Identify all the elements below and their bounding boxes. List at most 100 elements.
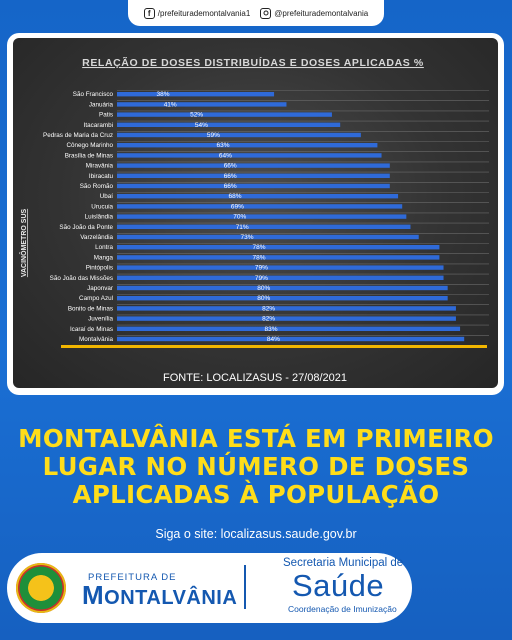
category-label: Ibiracatu: [89, 173, 114, 180]
saude-title: Saúde: [292, 568, 385, 603]
data-label: 80%: [257, 295, 270, 302]
category-label: São Romão: [80, 183, 114, 190]
data-label: 79%: [255, 265, 268, 272]
facebook-icon: f: [143, 7, 155, 19]
prefeitura-name-rest: ONTALVÂNIA: [104, 587, 238, 609]
bar: [117, 316, 456, 321]
data-label: 80%: [257, 285, 270, 292]
data-label: 66%: [224, 183, 237, 190]
chart-panel: RELAÇÃO DE DOSES DISTRIBUÍDAS E DOSES AP…: [13, 38, 498, 388]
category-label: Brasília de Minas: [65, 152, 113, 159]
headline-line-3: APLICADAS À POPULAÇÃO: [72, 480, 440, 509]
category-label: Icaraí de Minas: [70, 326, 113, 333]
site-link[interactable]: Siga o site: localizasus.saude.gov.br: [155, 527, 357, 541]
bar: [117, 275, 444, 280]
municipal-seal-icon: [16, 563, 66, 613]
chart-title: RELAÇÃO DE DOSES DISTRIBUÍDAS E DOSES AP…: [82, 56, 424, 69]
data-label: 59%: [207, 132, 220, 139]
bar: [117, 224, 411, 229]
category-label: Juvenília: [88, 316, 113, 323]
data-label: 82%: [262, 316, 275, 323]
headline-line-2: LUGAR NO NÚMERO DE DOSES: [42, 452, 470, 481]
bar: [117, 92, 275, 97]
data-label: 71%: [236, 224, 249, 231]
data-label: 66%: [224, 173, 237, 180]
instagram-link[interactable]: @prefeiturademontalvania: [260, 7, 369, 19]
coordenacao-label: Coordenação de Imunização: [288, 604, 397, 614]
bar: [117, 336, 465, 342]
data-label: 78%: [252, 244, 265, 251]
facebook-link[interactable]: f /prefeiturademontalvania1: [143, 7, 251, 19]
category-label: São João das Missões: [50, 275, 113, 282]
headline-line-1: MONTALVÂNIA ESTÁ EM PRIMEIRO: [18, 424, 494, 453]
data-label: 70%: [233, 214, 246, 221]
bar: [117, 265, 444, 270]
category-label: Montalvânia: [79, 336, 113, 343]
category-label: Pedras de Maria da Cruz: [43, 132, 113, 139]
data-label: 69%: [231, 203, 244, 210]
social-bar: f /prefeiturademontalvania1 @prefeiturad…: [128, 0, 384, 26]
category-label: Manga: [94, 254, 114, 261]
category-label: Japonvar: [87, 285, 113, 292]
data-label: 52%: [190, 112, 203, 119]
bar: [117, 173, 390, 178]
instagram-icon: [260, 7, 272, 19]
bar: [117, 112, 332, 117]
bar: [117, 306, 456, 311]
bar: [117, 255, 440, 260]
bar: [117, 183, 390, 189]
category-label: São Francisco: [73, 91, 114, 98]
category-label: Miravânia: [86, 163, 114, 170]
bar: [117, 234, 419, 240]
secretaria-label: Secretaria Municipal de: [283, 557, 404, 569]
bar: [117, 122, 341, 127]
bar: [117, 285, 448, 291]
data-label: 66%: [224, 163, 237, 170]
bar: [117, 143, 378, 148]
bar: [117, 245, 440, 250]
chart-source: FONTE: LOCALIZASUS - 27/08/2021: [163, 372, 347, 384]
data-label: 41%: [164, 101, 177, 108]
logo-divider: [244, 565, 246, 609]
data-label: 38%: [156, 91, 169, 98]
bar: [117, 326, 461, 331]
category-label: São João da Ponte: [59, 224, 113, 231]
bar: [117, 132, 361, 138]
data-label: 79%: [255, 275, 268, 282]
data-label: 82%: [262, 305, 275, 312]
highlight-baseline: [61, 345, 487, 348]
facebook-handle: /prefeiturademontalvania1: [157, 8, 251, 18]
bar: [117, 102, 287, 107]
bar: [117, 204, 403, 209]
category-label: Luislândia: [85, 214, 114, 221]
bar: [117, 214, 407, 219]
footer-logos: [7, 553, 412, 623]
data-label: 64%: [219, 152, 232, 159]
y-axis-label: VACINÔMETRO SUS: [19, 209, 28, 278]
headline: MONTALVÂNIA ESTÁ EM PRIMEIRO LUGAR NO NÚ…: [0, 425, 512, 509]
vaccination-chart: RELAÇÃO DE DOSES DISTRIBUÍDAS E DOSES AP…: [19, 56, 489, 384]
data-label: 84%: [267, 336, 280, 343]
category-label: Varzelândia: [80, 234, 113, 241]
data-label: 63%: [216, 142, 229, 149]
category-label: Patis: [99, 112, 113, 119]
prefeitura-label: PREFEITURA DE: [88, 572, 177, 583]
bar: [117, 296, 448, 301]
bar: [117, 153, 382, 158]
bar: [117, 163, 390, 168]
category-label: Pintópolis: [86, 265, 113, 272]
category-label: Ubaí: [100, 193, 114, 200]
category-label: Bonito de Minas: [68, 305, 113, 312]
data-label: 83%: [264, 326, 277, 333]
prefeitura-initial: M: [82, 580, 105, 610]
instagram-handle: @prefeiturademontalvania: [274, 8, 369, 18]
category-label: Campo Azul: [79, 295, 113, 302]
data-label: 73%: [240, 234, 253, 241]
category-label: Cônego Marinho: [66, 142, 113, 149]
category-label: Lontra: [95, 244, 113, 251]
category-label: Januária: [89, 101, 114, 108]
data-label: 78%: [252, 254, 265, 261]
bar: [117, 194, 399, 199]
prefeitura-name: MONTALVÂNIA: [82, 580, 237, 611]
category-label: Itacarambi: [84, 122, 113, 129]
